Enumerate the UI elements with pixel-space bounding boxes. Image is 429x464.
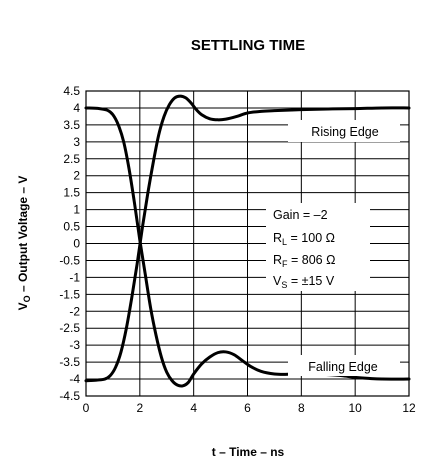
x-tick-labels: 0 2 4 6 8 10 12 (83, 401, 416, 415)
y-tick-label: 2 (73, 169, 80, 183)
falling-edge-label: Falling Edge (308, 360, 378, 374)
x-tick-label: 10 (348, 401, 362, 415)
x-tick-label: 6 (244, 401, 251, 415)
x-tick-label: 8 (298, 401, 305, 415)
x-tick-label: 4 (190, 401, 197, 415)
y-tick-label: -3.5 (59, 355, 80, 369)
vs-label: VS = ±15 V (273, 274, 335, 290)
x-tick-label: 2 (136, 401, 143, 415)
y-tick-label: -2.5 (59, 321, 80, 335)
y-tick-label: 4 (73, 101, 80, 115)
y-tick-label: 0 (73, 237, 80, 251)
y-tick-label: 1 (73, 203, 80, 217)
x-tick-label: 12 (402, 401, 416, 415)
y-tick-label: -2 (69, 304, 80, 318)
y-tick-label: -4 (69, 372, 80, 386)
y-tick-label: -1.5 (59, 287, 80, 301)
y-tick-label: 3 (73, 135, 80, 149)
rl-label: RL = 100 Ω (273, 231, 335, 247)
y-tick-label: 1.5 (63, 186, 80, 200)
y-tick-labels: 4.5 4 3.5 3 2.5 2 1.5 1 0.5 0 -0.5 -1 -1.5 -2 -2.5 -3 -3… (59, 84, 80, 403)
conditions-box-bg (266, 203, 370, 291)
y-tick-label: -3 (69, 338, 80, 352)
y-tick-label: 3.5 (63, 118, 80, 132)
gain-label: Gain = –2 (273, 208, 328, 222)
y-tick-label: -0.5 (59, 253, 80, 267)
y-tick-label: -1 (69, 270, 80, 284)
chart-title: SETTLING TIME (191, 37, 305, 54)
rf-label: RF = 806 Ω (273, 253, 335, 269)
series-rising-edge-line (84, 94, 411, 383)
y-tick-label: 0.5 (63, 220, 80, 234)
rising-edge-label-bg (288, 120, 400, 142)
x-axis-label: t – Time – ns (212, 445, 285, 459)
y-tick-label: 2.5 (63, 152, 80, 166)
y-axis-label: VO – Output Voltage – V (16, 176, 32, 311)
x-tick-label: 0 (83, 401, 90, 415)
y-tick-label: -4.5 (59, 389, 80, 403)
rising-edge-label: Rising Edge (311, 125, 378, 139)
falling-edge-label-bg (288, 355, 400, 376)
plot-frame (85, 90, 410, 397)
y-tick-label: 4.5 (63, 84, 80, 98)
